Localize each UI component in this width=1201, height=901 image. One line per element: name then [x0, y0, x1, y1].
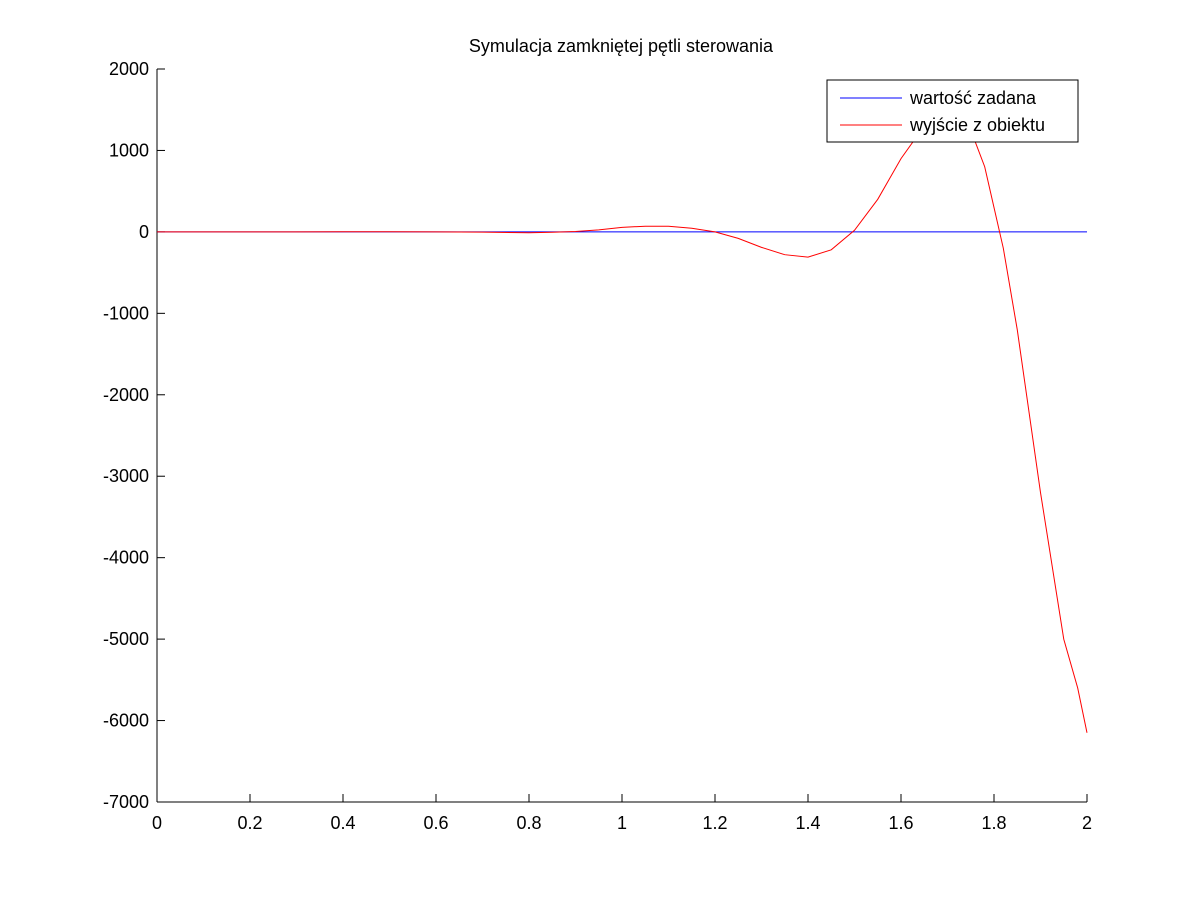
y-tick-label: 1000 [109, 140, 149, 160]
x-tick-label: 0.6 [423, 813, 448, 833]
y-ticks: 2000 1000 0 -1000 -2000 -3000 -4000 -5000 -6000 -… [103, 59, 165, 812]
y-tick-label: -5000 [103, 629, 149, 649]
y-tick-label: -4000 [103, 548, 149, 568]
x-ticks: 0 0.2 0.4 0.6 0.8 1 1.2 1.4 1.6 1.8 2 [152, 794, 1092, 833]
series-lines [157, 112, 1088, 733]
y-tick-label: -1000 [103, 303, 149, 323]
series-line-output [157, 112, 1088, 733]
legend-label-setpoint: wartość zadana [909, 88, 1037, 108]
x-tick-label: 0.8 [516, 813, 541, 833]
x-tick-label: 0.2 [237, 813, 262, 833]
x-tick-label: 1.6 [888, 813, 913, 833]
legend-label-output: wyjście z obiektu [909, 115, 1045, 135]
y-tick-label: 0 [139, 222, 149, 242]
x-tick-label: 1.8 [981, 813, 1006, 833]
y-tick-label: -6000 [103, 711, 149, 731]
x-tick-label: 1.2 [702, 813, 727, 833]
y-tick-label: -3000 [103, 466, 149, 486]
x-tick-label: 1 [617, 813, 627, 833]
y-tick-label: -2000 [103, 385, 149, 405]
x-tick-label: 0 [152, 813, 162, 833]
x-tick-label: 0.4 [330, 813, 355, 833]
y-tick-label: -7000 [103, 792, 149, 812]
chart-title: Symulacja zamkniętej pętli sterowania [469, 36, 774, 56]
plot-area: 0 0.2 0.4 0.6 0.8 1 1.2 1.4 1.6 1.8 2 2000 1000 0 -10… [103, 59, 1092, 833]
legend: wartość zadana wyjście z obiektu [826, 79, 1079, 143]
x-tick-label: 1.4 [795, 813, 820, 833]
legend-box [826, 79, 1079, 143]
x-tick-label: 2 [1082, 813, 1092, 833]
y-tick-label: 2000 [109, 59, 149, 79]
